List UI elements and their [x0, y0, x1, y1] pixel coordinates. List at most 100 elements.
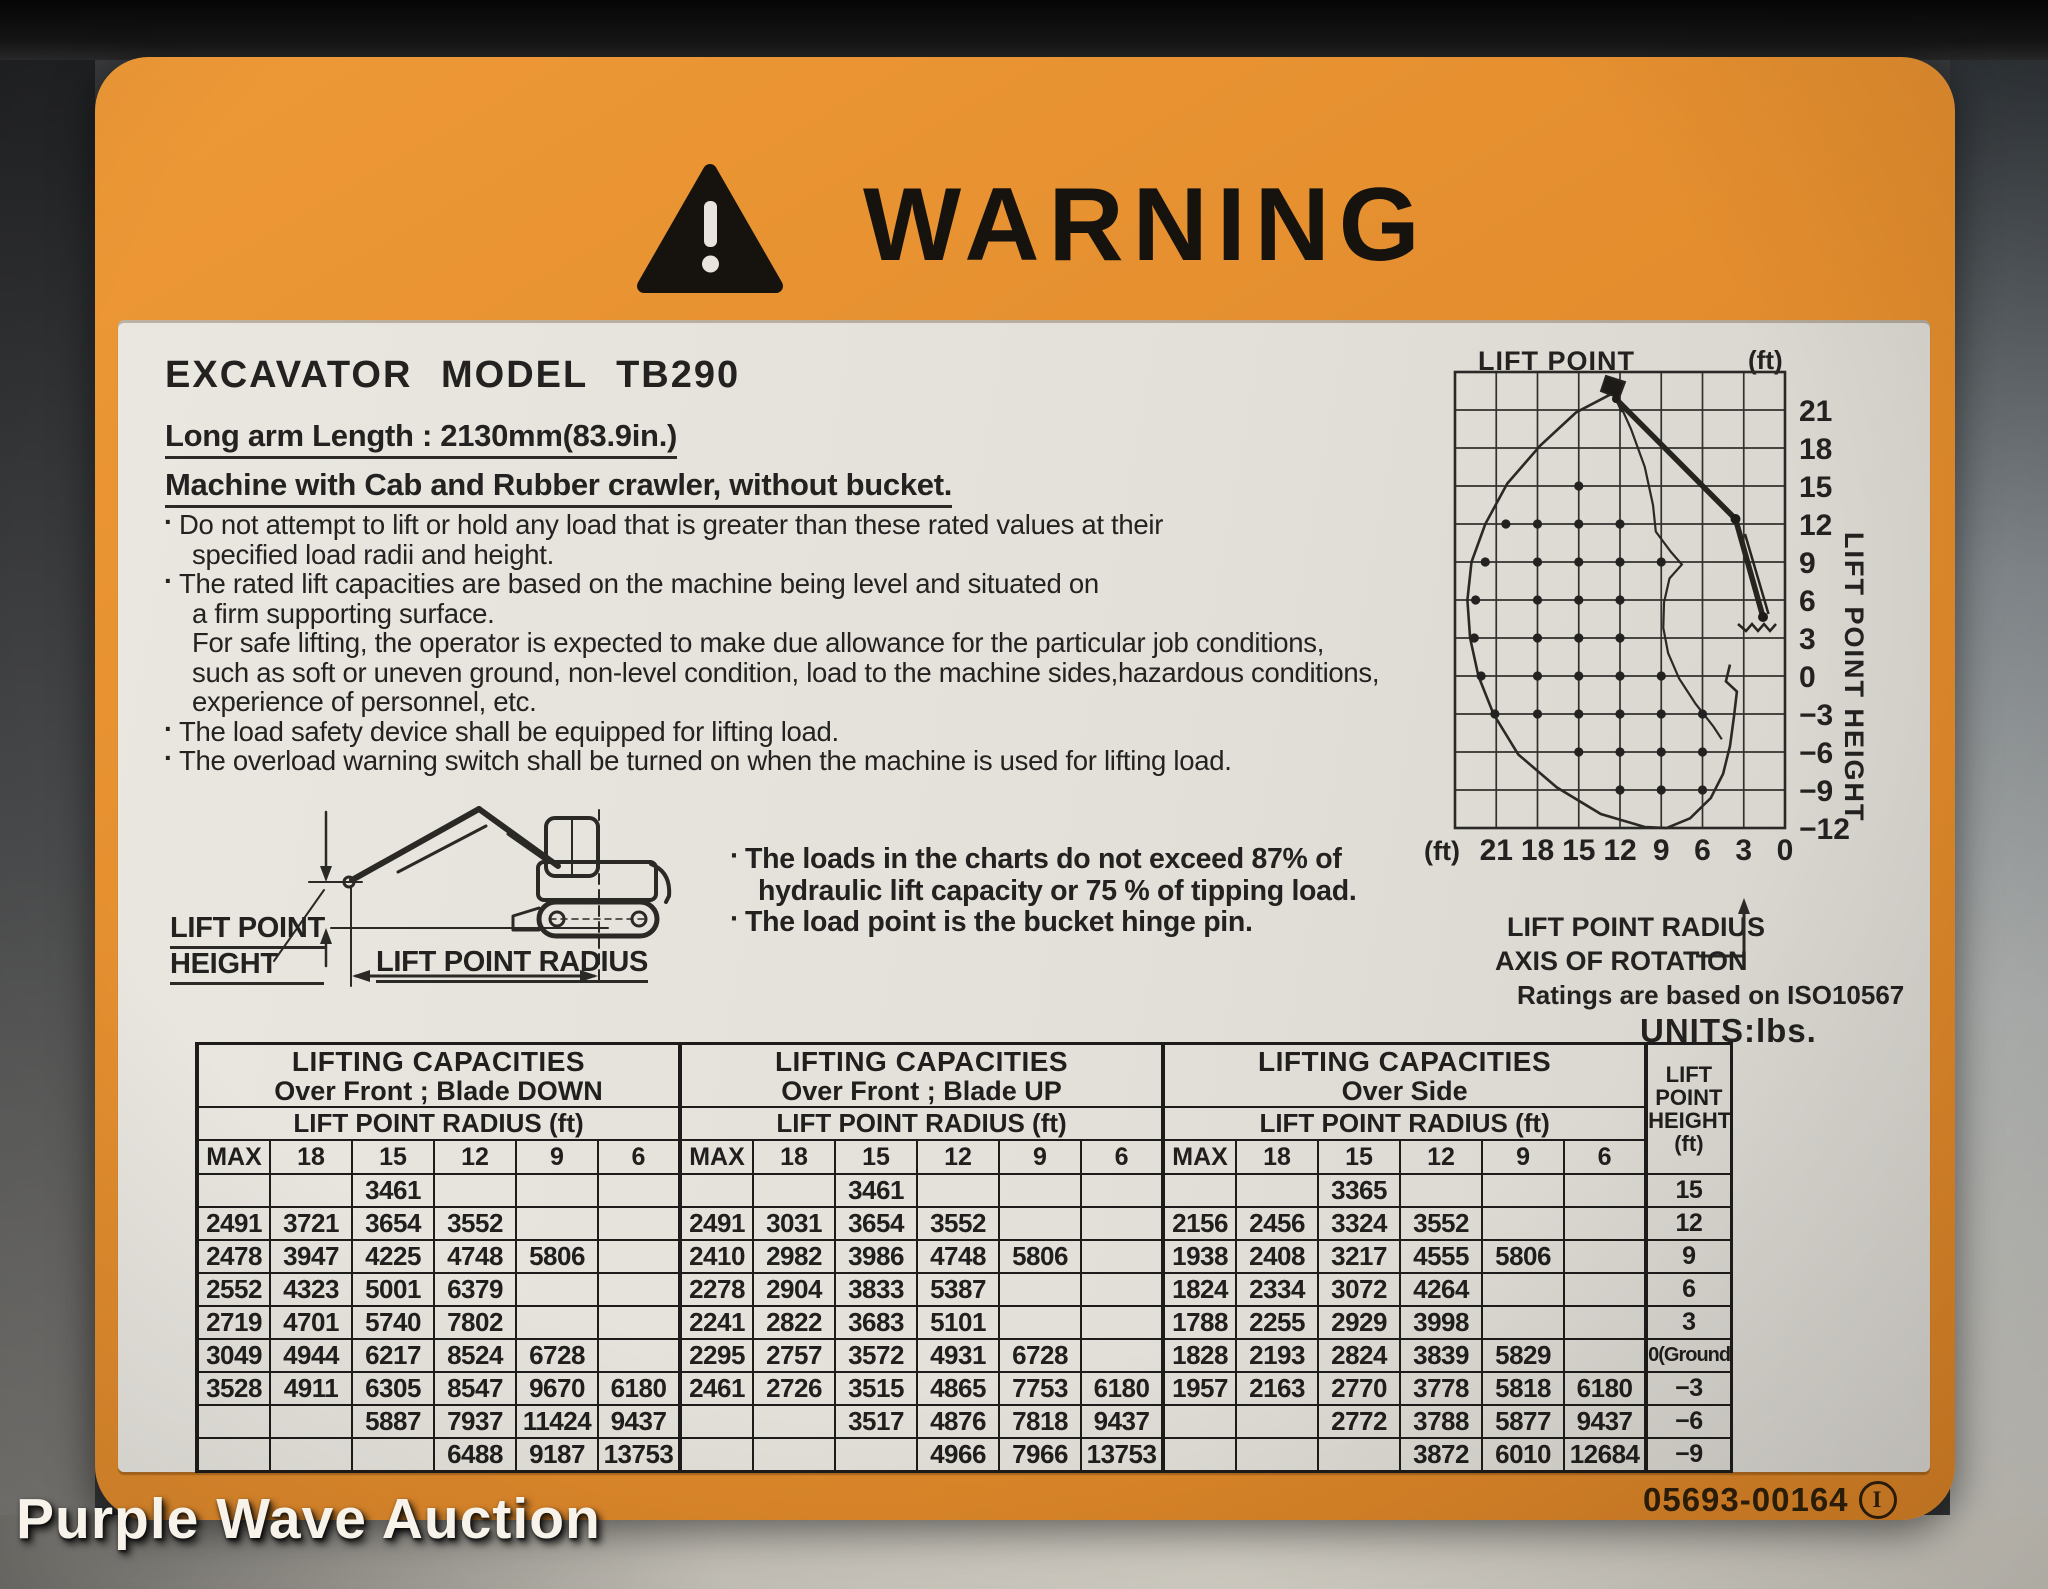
iso-note: Ratings are based on ISO10567 [1517, 980, 1905, 1010]
radius-column-header: 15 [351, 1139, 435, 1175]
radius-header: LIFT POINT RADIUS (ft) [1161, 1106, 1648, 1141]
capacity-cell [998, 1305, 1082, 1340]
radius-column-header: 18 [269, 1139, 353, 1175]
height-header-line: HEIGHT [1648, 1108, 1732, 1133]
capacity-cell [195, 1437, 271, 1473]
radius-column-header: 9 [998, 1139, 1082, 1175]
capacity-cell: 3461 [834, 1173, 918, 1208]
rated-point-dot [1574, 709, 1584, 719]
axis-tick-label: 3 [1799, 623, 1816, 656]
table-row: 6488 9187 13753 4966 7966 13753 3872 6010 12684−… [195, 1437, 1733, 1473]
note-text: The load point is the bucket hinge pin. [745, 906, 1253, 938]
chart-x-axis-label: LIFT POINT RADIUS [1507, 912, 1765, 942]
group-subtitle: Over Side [1341, 1075, 1468, 1106]
radius-column-header: MAX [195, 1139, 271, 1175]
capacity-cell: 4225 [351, 1239, 435, 1274]
capacity-cell [269, 1437, 353, 1473]
maker-mark-icon: I [1858, 1481, 1897, 1519]
warning-decal: WARNING EXCAVATOR MODEL TB290 Long arm L… [95, 57, 1955, 1520]
capacity-cell: 9437 [597, 1404, 681, 1439]
axis-tick-label: −12 [1799, 813, 1850, 846]
group-title: LIFTING CAPACITIES [774, 1045, 1069, 1077]
capacity-cell: 3778 [1399, 1371, 1484, 1406]
axis-tick-label: 15 [1799, 471, 1832, 504]
capacity-cell: 2726 [752, 1371, 836, 1406]
capacity-cell: 1788 [1161, 1305, 1238, 1340]
capacity-cell [515, 1206, 599, 1241]
capacity-cell: 2757 [752, 1338, 836, 1373]
capacity-cell: 5001 [351, 1272, 435, 1307]
axis-tick-label: 9 [1653, 834, 1670, 867]
note-text: Do not attempt to lift or hold any load … [179, 509, 1164, 540]
table-group-header: LIFTING CAPACITIES Over Front ; Blade DOW… [195, 1042, 681, 1108]
table-row: 2491 3721 3654 3552 2491 3031 3654 3552 2156 2456… [195, 1206, 1733, 1241]
axis-tick-label: −3 [1799, 699, 1833, 732]
photo-background-right [1950, 60, 2048, 1520]
capacity-cell: 9437 [1563, 1404, 1648, 1439]
capacity-cell: 7818 [998, 1404, 1082, 1439]
capacity-cell [515, 1173, 599, 1208]
note-line: experience of personnel, etc. [162, 687, 1522, 717]
chart-y-axis-label: LIFT POINT HEIGHT [1839, 532, 1869, 823]
radius-column-header: 15 [834, 1139, 918, 1175]
lifting-capacities-table: LIFTING CAPACITIES Over Front ; Blade DOW… [195, 1042, 1733, 1473]
rated-point-dot [1501, 519, 1511, 529]
group-subtitle: Over Front ; Blade UP [781, 1075, 1062, 1106]
capacity-cell: 6728 [515, 1338, 599, 1373]
capacity-cell [515, 1272, 599, 1307]
axis-tick-label: 12 [1603, 834, 1636, 867]
capacity-cell: 6217 [351, 1338, 435, 1373]
diagram-lift-point-label: LIFT POINT [170, 912, 325, 949]
capacity-cell [1235, 1173, 1320, 1208]
axis-tick-label: 9 [1799, 547, 1816, 580]
note-text: a firm supporting surface. [192, 597, 495, 629]
capacity-cell: 2719 [195, 1305, 271, 1340]
capacity-cell: 9670 [515, 1371, 599, 1406]
capacity-cell: 2491 [678, 1206, 754, 1241]
capacity-cell: 13753 [597, 1437, 681, 1473]
capacity-cell: 3365 [1317, 1173, 1402, 1208]
bullet-dot: · [730, 840, 740, 872]
capacity-cell [269, 1173, 353, 1208]
rated-point-dot [1532, 557, 1543, 567]
rated-point-dot [1697, 709, 1708, 719]
capacity-cell: 6379 [433, 1272, 517, 1307]
spec-lines: Long arm Length : 2130mm(83.9in.) Machin… [165, 418, 952, 516]
capacity-cell: 11424 [515, 1404, 599, 1439]
radius-column-header: MAX [678, 1139, 754, 1175]
capacity-cell: 2552 [195, 1272, 271, 1307]
capacity-cell: 3721 [269, 1206, 353, 1241]
capacity-cell: 2255 [1235, 1305, 1320, 1340]
rated-point-dot [1656, 671, 1666, 681]
table-row: 2719 4701 5740 7802 2241 2822 3683 5101 1788 2255… [195, 1305, 1733, 1340]
capacity-cell [597, 1272, 681, 1307]
capacity-cell: 3552 [1399, 1206, 1484, 1241]
radius-column-header: 12 [916, 1139, 1000, 1175]
capacity-cell: 3654 [834, 1206, 918, 1241]
capacity-cell: 3947 [269, 1239, 353, 1274]
capacity-cell: 2478 [195, 1239, 271, 1274]
bullet-dot: · [730, 903, 740, 935]
group-subtitle: Over Front ; Blade DOWN [274, 1075, 603, 1106]
radius-column-header: 15 [1317, 1139, 1402, 1175]
capacity-cell [433, 1173, 517, 1208]
warning-title: WARNING [863, 167, 1429, 283]
load-notes: · The loads in the charts do not exceed 8… [728, 840, 1357, 939]
capacity-cell: 2822 [752, 1305, 836, 1340]
capacity-cell: 2456 [1235, 1206, 1320, 1241]
capacity-cell: 7802 [433, 1305, 517, 1340]
note-text: The rated lift capacities are based on t… [179, 568, 1099, 599]
capacity-cell: 4748 [916, 1239, 1000, 1274]
capacity-cell [1563, 1239, 1648, 1274]
model-heading: EXCAVATOR MODEL TB290 [165, 354, 741, 396]
capacity-cell [597, 1206, 681, 1241]
rated-point-dot [1490, 709, 1500, 719]
rated-point-dot [1476, 671, 1486, 681]
capacity-cell [1161, 1404, 1238, 1439]
rated-point-dot [1615, 785, 1625, 795]
capacity-cell: 3833 [834, 1272, 918, 1307]
capacity-cell: 6728 [998, 1338, 1082, 1373]
note-text: The load safety device shall be equipped… [179, 715, 839, 747]
capacity-cell [1563, 1173, 1648, 1208]
